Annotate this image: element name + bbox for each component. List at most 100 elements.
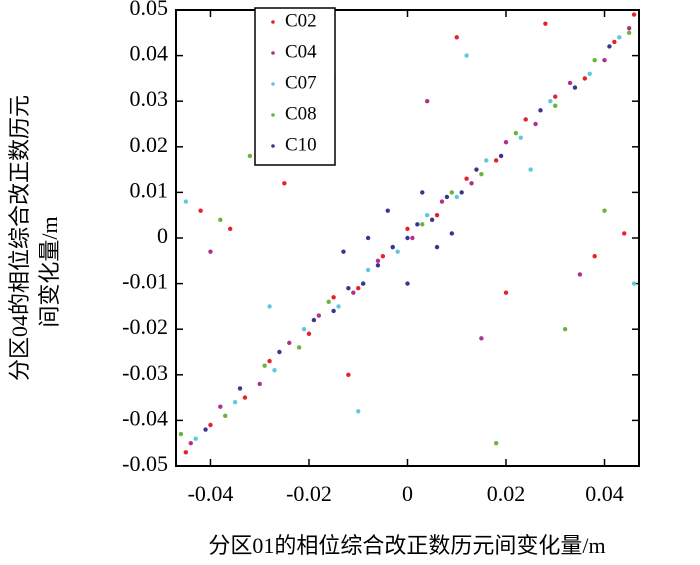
point [484,158,489,163]
point [454,35,459,40]
point [395,249,400,254]
point [434,244,440,250]
point [232,399,238,405]
point [479,171,484,177]
point [296,345,302,350]
point [208,249,213,254]
point [464,53,469,58]
point [178,431,184,437]
point [429,217,435,222]
x-tick-label: -0.04 [188,481,234,506]
y-tick-label: -0.02 [122,314,168,339]
y-axis-label-line: 分区04的相位综合改正数历元 [7,95,32,381]
point [592,254,597,259]
point [267,358,272,364]
point [188,441,193,446]
point [287,340,292,346]
point [533,121,538,127]
point [375,263,381,268]
y-tick-label: -0.04 [122,405,168,430]
point [326,299,331,305]
point [282,181,287,186]
point [351,290,356,295]
point [464,176,469,181]
legend-label: C02 [285,10,317,31]
point [454,194,459,200]
point [631,12,637,17]
point [356,285,361,291]
point [203,427,208,432]
point [553,103,558,108]
legend-marker [271,51,275,55]
point [562,327,568,332]
point [612,39,617,45]
point [493,158,499,163]
legend-label: C04 [285,41,317,62]
point [602,208,607,213]
y-tick-label: 0.01 [130,177,169,202]
x-tick-label: -0.02 [286,481,332,506]
point [331,295,336,300]
point [607,44,612,49]
point [223,413,228,419]
point [316,313,322,318]
point [444,194,450,200]
point [439,199,445,204]
y-tick-label: 0.02 [130,132,169,157]
point [390,244,395,250]
x-tick-label: 0.04 [585,481,624,506]
point [503,140,509,145]
point [405,226,410,232]
x-tick-label: 0.02 [487,481,526,506]
x-tick-label: 0 [402,481,413,506]
point [617,35,622,40]
legend-marker [271,82,275,86]
point [336,304,341,309]
y-tick-label: 0.03 [130,86,169,111]
point [572,85,578,90]
point [385,208,390,213]
point [474,167,479,172]
point [218,404,223,409]
point [434,213,440,218]
point [420,222,425,227]
point [183,450,189,455]
y-tick-label: -0.01 [122,269,168,294]
point [538,108,543,113]
point [459,190,464,195]
point [626,26,632,31]
point [380,254,386,259]
point [518,135,523,140]
y-tick-label: 0 [157,223,168,248]
point [193,436,198,441]
point [183,199,189,204]
point [365,235,371,241]
point [306,331,312,336]
point [356,409,361,414]
point [262,363,267,368]
point [626,30,632,35]
legend-marker [271,20,275,24]
y-tick-label: 0.04 [130,41,169,66]
legend-marker [271,144,275,148]
point [631,281,637,286]
point [375,258,381,263]
point [331,308,336,314]
point [301,327,307,332]
point [493,441,499,446]
point [360,281,366,286]
point [242,395,248,400]
point [602,57,607,63]
y-tick-label: -0.05 [122,451,168,476]
point [479,336,484,341]
point [218,217,223,222]
point [247,153,253,159]
point [410,235,415,241]
y-tick-label: -0.03 [122,360,168,385]
point [425,213,430,218]
point [543,21,548,26]
point [622,231,627,236]
point [567,80,573,86]
y-axis-label-line: 间变化量/m [37,216,62,327]
